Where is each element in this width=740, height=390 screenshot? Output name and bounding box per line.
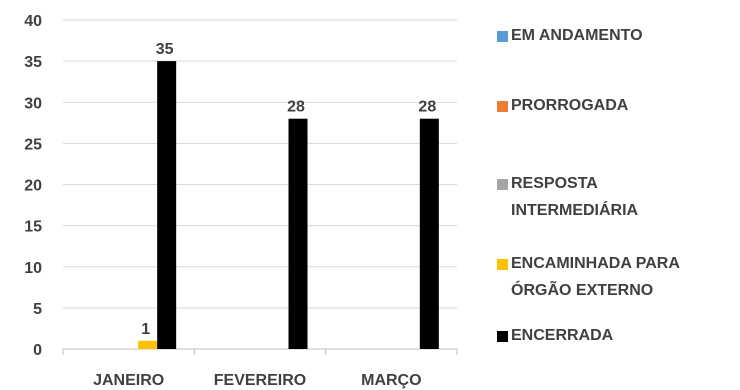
legend-swatch	[497, 31, 508, 42]
x-category-label: FEVEREIRO	[214, 372, 306, 389]
y-tick-label: 10	[24, 260, 42, 277]
bar	[419, 118, 439, 349]
legend-item: EM ANDAMENTO	[497, 22, 643, 49]
y-tick-label: 40	[24, 13, 42, 30]
legend-label: ÓRGÃO EXTERNO	[511, 282, 654, 299]
data-label: 1	[141, 321, 150, 338]
y-tick-label: 25	[24, 136, 42, 153]
y-tick-label: 0	[33, 342, 42, 359]
y-tick-label: 20	[24, 178, 42, 195]
legend-swatch	[497, 179, 508, 190]
legend-label: INTERMEDIÁRIA	[511, 202, 639, 219]
data-label: 28	[287, 99, 305, 116]
legend-label: PRORROGADA	[511, 97, 629, 114]
legend-item: ENCAMINHADA PARA ÓRGÃO EXTERNO	[497, 250, 680, 304]
legend-swatch	[497, 101, 508, 112]
bar	[288, 118, 308, 349]
legend-item: PRORROGADA	[497, 92, 628, 119]
legend-swatch	[497, 259, 508, 270]
data-label: 28	[418, 99, 436, 116]
y-tick-label: 15	[24, 219, 42, 236]
x-category-label: JANEIRO	[93, 372, 164, 389]
bar-chart: 0 5 10 15 20 25 30 35 40 JANEIRO FEVEREIRO MARÇO 1 35…	[24, 13, 458, 389]
y-tick-label: 30	[24, 95, 42, 112]
legend-label: ENCAMINHADA PARA	[511, 255, 680, 272]
legend-item: RESPOSTA INTERMEDIÁRIA	[497, 170, 638, 224]
legend-swatch	[497, 331, 508, 342]
legend-label: RESPOSTA	[511, 175, 598, 192]
bar	[157, 61, 177, 349]
bar	[138, 340, 158, 349]
legend-item: ENCERRADA	[497, 322, 613, 349]
y-tick-label: 35	[24, 54, 42, 71]
legend-label: EM ANDAMENTO	[511, 27, 643, 44]
y-tick-label: 5	[33, 301, 42, 318]
x-category-label: MARÇO	[361, 372, 421, 389]
legend-label: ENCERRADA	[511, 327, 614, 344]
data-label: 35	[156, 41, 174, 58]
